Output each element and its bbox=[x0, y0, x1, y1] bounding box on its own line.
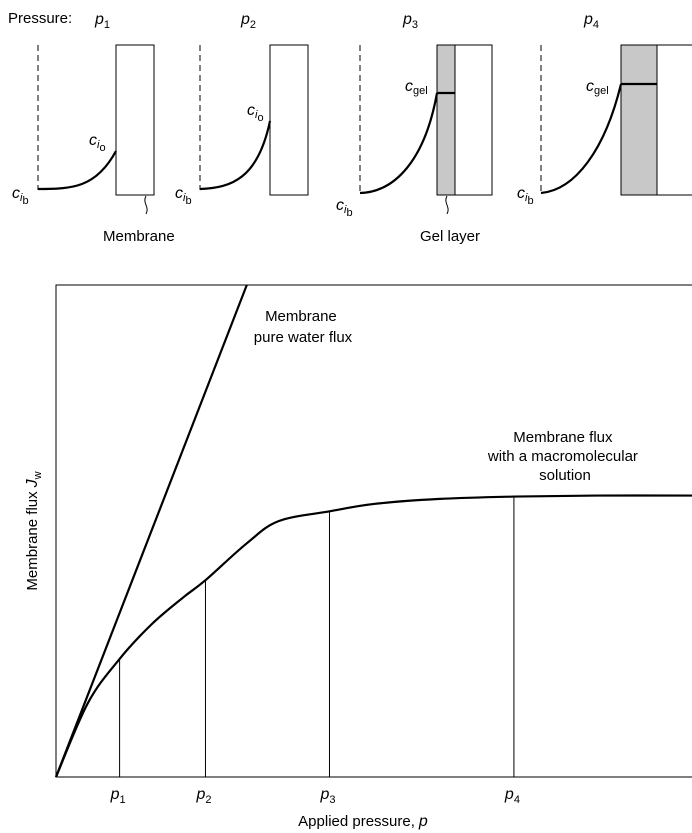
gel-layer-label: Gel layer bbox=[420, 228, 480, 245]
gel-layer-rect bbox=[436, 44, 456, 196]
stage-4-header: p4 bbox=[583, 11, 599, 31]
concentration-curve bbox=[37, 150, 117, 191]
concentration-curve bbox=[199, 120, 272, 191]
gel-layer-rect bbox=[620, 44, 658, 196]
wall-concentration-label: cio bbox=[247, 102, 264, 124]
membrane-rect bbox=[115, 44, 155, 196]
plot-frame bbox=[55, 284, 692, 778]
wall-concentration-label: cio bbox=[89, 132, 106, 154]
pressure-drop-lines bbox=[119, 496, 515, 777]
macromolecular-flux-label: Membrane flux with a macromolecular solu… bbox=[487, 429, 642, 484]
x-tick-label-3: p3 bbox=[319, 786, 335, 806]
bulk-concentration-label: cib bbox=[336, 197, 353, 219]
stage-2-header: p2 bbox=[240, 11, 256, 31]
x-axis-label: Applied pressure, p bbox=[298, 813, 428, 830]
flux-vs-pressure-chart: Membrane pure water flux Membrane flux w… bbox=[24, 284, 692, 830]
bulk-concentration-label: cib bbox=[175, 185, 192, 207]
concentration-curve bbox=[359, 92, 439, 195]
stage-1-profile: cib cio Membrane bbox=[12, 44, 175, 245]
pure-water-flux-label: Membrane pure water flux bbox=[254, 308, 353, 346]
gel-concentration-label: cgel bbox=[405, 78, 428, 97]
stage-4-profile: cib cgel bbox=[517, 44, 692, 207]
gel-layer-pointer bbox=[445, 195, 449, 215]
x-tick-label-1: p1 bbox=[110, 786, 126, 806]
pressure-label: Pressure: bbox=[8, 10, 72, 27]
x-tick-labels: p1 p2 p3 p4 bbox=[110, 786, 520, 806]
stage-2-profile: cib cio bbox=[175, 44, 309, 207]
stage-3-profile: cib cgel Gel layer bbox=[336, 44, 493, 245]
bulk-concentration-label: cib bbox=[12, 185, 29, 207]
x-tick-label-4: p4 bbox=[504, 786, 520, 806]
membrane-pointer bbox=[144, 195, 148, 215]
concentration-profiles: Pressure: p1 p2 p3 p4 cib cio Membrane c… bbox=[8, 10, 692, 245]
stage-3-header: p3 bbox=[402, 11, 418, 31]
bulk-concentration-label: cib bbox=[517, 185, 534, 207]
x-tick-label-2: p2 bbox=[195, 786, 211, 806]
membrane-label: Membrane bbox=[103, 228, 175, 245]
pure-water-flux-line bbox=[54, 284, 248, 778]
y-axis-label: Membrane fluxJw bbox=[24, 471, 44, 590]
macromolecular-flux-curve bbox=[54, 494, 692, 778]
gel-concentration-label: cgel bbox=[586, 78, 609, 97]
membrane-rect bbox=[269, 44, 309, 196]
stage-1-header: p1 bbox=[94, 11, 110, 31]
concentration-curve bbox=[540, 83, 623, 195]
